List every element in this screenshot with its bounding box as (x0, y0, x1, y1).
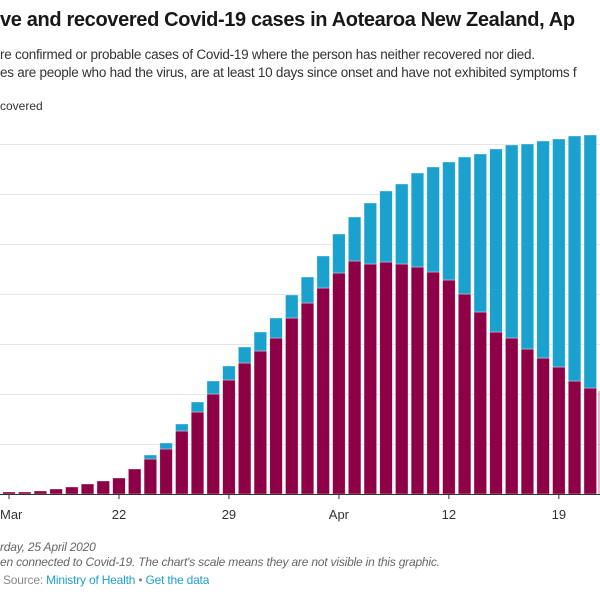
bar-active (505, 337, 519, 495)
bar-recovered (363, 202, 377, 265)
bar-active (410, 266, 425, 495)
bar-active (285, 317, 299, 495)
chart-title: ve and recovered Covid-19 cases in Aotea… (0, 9, 575, 31)
bar-active (96, 480, 110, 495)
bar-active (80, 483, 95, 495)
bar-recovered (489, 148, 503, 333)
chart-note: en connected to Covid-19. The chart's sc… (0, 555, 440, 569)
bar-recovered (332, 233, 346, 274)
x-tick-label: 12 (442, 507, 456, 522)
bar-active (112, 477, 126, 495)
bar-recovered (567, 135, 582, 382)
x-axis: Mar 22 29 Apr 12 19 (0, 494, 600, 522)
bar-recovered (238, 346, 252, 364)
bar-recovered (505, 144, 519, 339)
bar-recovered (379, 190, 393, 263)
bar-active (473, 311, 487, 495)
bar-active (442, 279, 456, 495)
bar-active (18, 491, 32, 495)
bar-active (253, 350, 267, 495)
bar-recovered (222, 365, 236, 381)
bar-recovered (473, 153, 487, 313)
bar-recovered (159, 442, 173, 450)
bar-active (49, 488, 63, 495)
bar-active (363, 263, 377, 495)
bar-active (2, 491, 16, 495)
bar-active (269, 337, 283, 495)
bar-active (552, 366, 566, 495)
bar-recovered (143, 454, 157, 460)
x-tick-label: Mar (0, 507, 23, 522)
bar-active (536, 357, 550, 495)
bar-recovered (520, 143, 535, 350)
bar-recovered (583, 134, 597, 389)
bar-active-partial (598, 391, 600, 494)
bar-recovered (285, 294, 299, 319)
bar-active (222, 379, 236, 495)
x-tick-label: 19 (552, 507, 566, 522)
chart-subtitle-line-2: es are people who had the virus, are at … (0, 65, 577, 80)
x-tick-label: 29 (222, 507, 236, 522)
bar-active (395, 263, 409, 495)
bar-recovered (552, 138, 566, 368)
bar-recovered (442, 161, 456, 281)
bar-active (426, 271, 440, 495)
bars (2, 134, 600, 495)
bar-recovered (395, 183, 409, 265)
bar-active (457, 293, 472, 495)
chart-svg: Mar 22 29 Apr 12 19 (0, 134, 600, 522)
bar-recovered (300, 276, 315, 304)
bar-recovered (426, 166, 440, 273)
bar-active (583, 387, 597, 495)
source-prefix: Source: (3, 573, 43, 587)
bar-active (128, 468, 142, 495)
bar-active (348, 260, 362, 495)
bar-active (238, 362, 252, 495)
bar-active (379, 261, 393, 495)
source-link-ministry-of-health[interactable]: Ministry of Health (46, 573, 136, 587)
bar-active (33, 490, 48, 495)
bar-recovered (316, 255, 330, 289)
x-tick-label: Apr (329, 507, 350, 522)
x-tick-label: 22 (112, 507, 126, 522)
bar-recovered (536, 140, 550, 359)
bar-active (520, 348, 535, 495)
bar-active (143, 458, 157, 495)
bar-recovered (206, 380, 220, 395)
legend-item-recovered: covered (0, 99, 43, 113)
bar-active (175, 430, 189, 495)
get-the-data-link[interactable]: Get the data (145, 573, 210, 587)
bar-active (65, 486, 79, 495)
bar-recovered (348, 216, 362, 262)
updated-date-note: rday, 25 April 2020 (0, 540, 96, 554)
bar-recovered (269, 317, 283, 339)
bar-recovered (253, 331, 267, 352)
bar-active (316, 287, 330, 495)
bar-active (159, 448, 173, 495)
bar-active (206, 393, 220, 495)
bar-active (332, 272, 346, 495)
bar-recovered (410, 172, 425, 268)
stacked-bar-chart: Mar 22 29 Apr 12 19 (0, 120, 600, 530)
source-line: Source: Ministry of Health • Get the dat… (3, 573, 209, 587)
bar-recovered (457, 156, 472, 295)
bar-active (489, 331, 503, 495)
bar-active (190, 411, 205, 495)
source-separator: • (138, 573, 143, 587)
bar-recovered (175, 423, 189, 432)
gridlines (0, 144, 600, 445)
bar-recovered (190, 401, 205, 413)
chart-subtitle-line-1: re confirmed or probable cases of Covid-… (0, 47, 535, 62)
bar-active (300, 302, 315, 495)
bar-active (567, 380, 582, 495)
